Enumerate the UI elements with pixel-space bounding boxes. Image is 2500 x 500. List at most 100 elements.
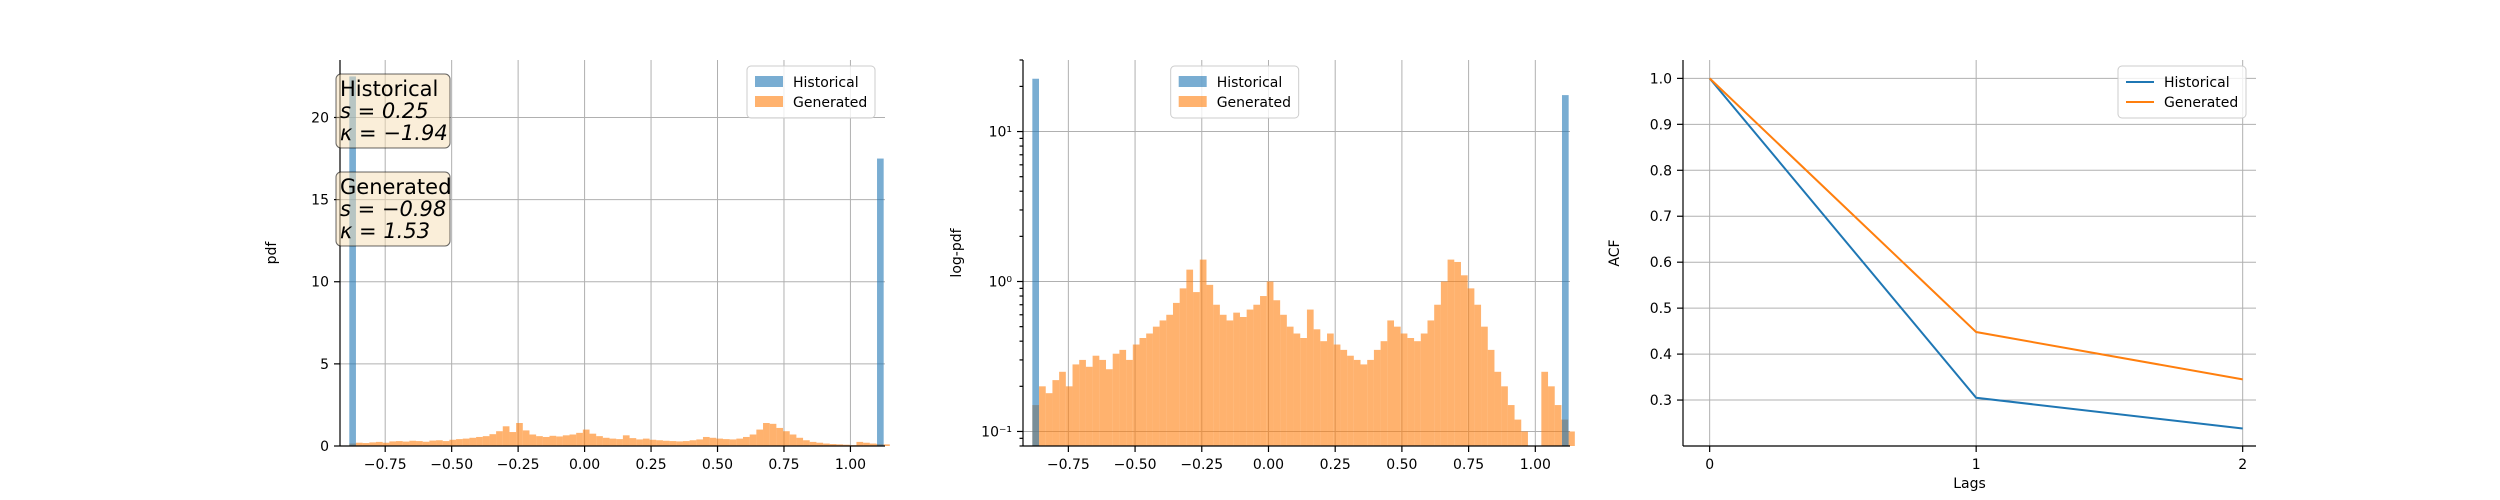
generated-bar (476, 436, 483, 446)
generated-bar (1112, 353, 1120, 446)
generated-bar (1179, 288, 1187, 446)
generated-bar (589, 433, 597, 446)
generated-bar (1186, 269, 1194, 446)
generated-bar (1126, 359, 1133, 446)
generated-bar (442, 441, 450, 446)
generated-bar (549, 435, 557, 446)
generated-bar (1206, 284, 1214, 446)
generated-bar (676, 441, 683, 446)
annotation-title: Generated (340, 175, 451, 199)
x-tick-label: 1.00 (835, 457, 866, 473)
generated-bar (1514, 419, 1522, 446)
generated-bar (416, 441, 423, 446)
generated-bar (562, 435, 570, 446)
generated-bar (1246, 309, 1254, 446)
generated-bar (1139, 338, 1147, 446)
generated-bar (1072, 364, 1080, 446)
generated-bar (1460, 275, 1468, 446)
y-tick-label: 20 (311, 110, 329, 126)
x-tick-label: −0.25 (497, 457, 540, 473)
legend: Historical Generated (2117, 65, 2247, 119)
generated-bar (689, 440, 697, 446)
generated-bar (1414, 341, 1421, 446)
legend-swatch (1178, 96, 1207, 107)
generated-bar (409, 440, 417, 446)
x-tick-label: 0.75 (1453, 457, 1484, 473)
legend: Historical Generated (1170, 65, 1300, 119)
x-tick-label: −0.25 (1180, 457, 1223, 473)
generated-bar (649, 439, 657, 446)
y-axis-label: ACF (1607, 239, 1623, 266)
generated-bar (596, 436, 603, 446)
y-tick-label: 15 (311, 193, 329, 209)
generated-bar (722, 439, 730, 446)
generated-bar (1219, 314, 1227, 446)
generated-bar (469, 437, 477, 446)
historical-bar (349, 76, 356, 446)
historical-bars (349, 76, 884, 446)
generated-bar (1487, 349, 1495, 446)
generated-bar (702, 436, 710, 446)
historical-acf-line (1708, 77, 2243, 430)
generated-bar (1373, 349, 1381, 446)
y-tick-label: 0.5 (1650, 301, 1672, 317)
generated-bar (883, 444, 890, 446)
generated-bar (1213, 304, 1220, 446)
generated-bar (769, 423, 777, 446)
generated-bar (1079, 359, 1086, 446)
x-tick-label: −0.75 (364, 457, 407, 473)
y-tick-label: 0.3 (1650, 393, 1672, 409)
generated-bar (556, 436, 563, 446)
y-tick-label: 0.6 (1650, 255, 1672, 271)
historical-bar (877, 158, 884, 446)
generated-bar (576, 432, 583, 446)
annotation-line: s = 0.25 (340, 99, 429, 123)
generated-bar (536, 436, 543, 446)
y-tick-label: 0.4 (1650, 347, 1672, 363)
generated-bar (823, 443, 830, 446)
generated-bar (1193, 292, 1200, 446)
x-tick-label: −0.50 (1114, 457, 1157, 473)
generated-bar (1393, 326, 1401, 446)
x-tick-label: 0.25 (1320, 457, 1351, 473)
generated-bar (502, 426, 510, 446)
generated-bar (1481, 326, 1488, 446)
x-tick-label: 0.00 (1253, 457, 1284, 473)
generated-bar (1045, 393, 1053, 446)
generated-bar (1360, 364, 1368, 446)
generated-bar (496, 431, 503, 446)
generated-bar (456, 439, 463, 446)
x-tick-label: −0.75 (1047, 457, 1090, 473)
generated-bar (803, 440, 810, 446)
generated-bar (616, 439, 623, 446)
generated-bar (1507, 405, 1515, 446)
generated-bar (1099, 359, 1107, 446)
annotation-line: κ = −1.94 (340, 121, 448, 145)
generated-bar (1172, 302, 1180, 446)
generated-bar (382, 442, 390, 446)
generated-bar (1119, 349, 1127, 446)
legend-frame (2117, 65, 2247, 119)
generated-bar (1407, 338, 1415, 446)
generated-bar (362, 443, 370, 446)
generated-bar (1387, 320, 1394, 446)
generated-bar (809, 441, 817, 446)
generated-bar (1554, 405, 1562, 446)
acf-panel: 0 1 2 0.3 0.4 0.5 0.6 0.7 0.8 0.9 1.0 ACF Lags Histor… (1607, 60, 2256, 492)
legend-label: Generated (793, 95, 867, 111)
generated-bar (489, 434, 497, 446)
generated-bar (629, 438, 637, 446)
y-tick-label: 0.7 (1650, 209, 1672, 225)
x-tick-label: 0.00 (569, 457, 600, 473)
generated-bar (522, 430, 530, 446)
generated-bar (1260, 296, 1267, 446)
generated-bar (1239, 316, 1247, 446)
generated-bar (449, 439, 457, 446)
generated-bar (389, 441, 397, 446)
generated-bar (1273, 300, 1281, 446)
generated-bar (1306, 309, 1314, 446)
generated-bar (582, 429, 590, 446)
generated-bar (609, 438, 617, 446)
generated-bar (516, 423, 523, 446)
